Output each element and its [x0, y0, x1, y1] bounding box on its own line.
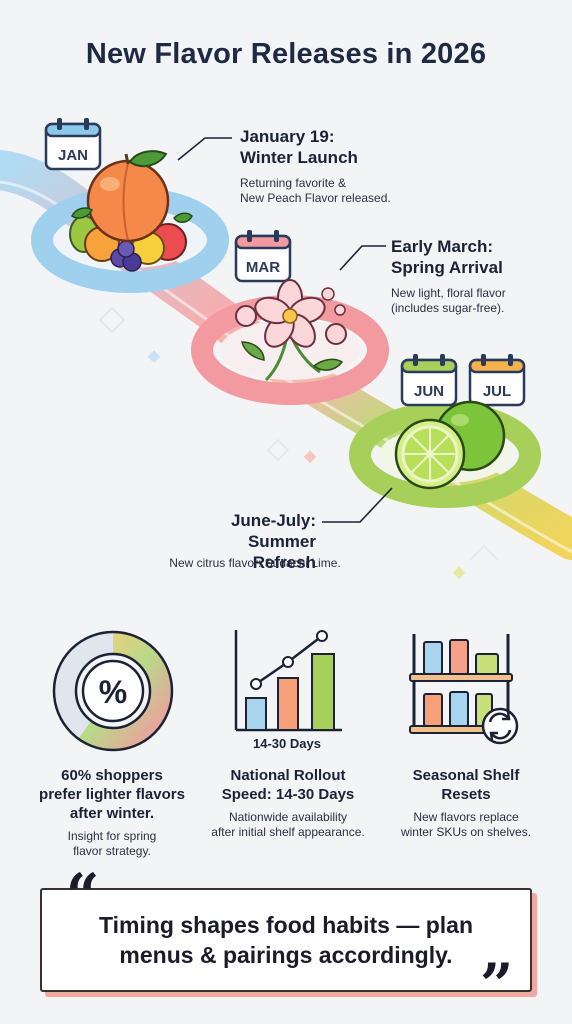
- stat-shelf-desc: New flavors replace winter SKUs on shelv…: [384, 810, 548, 840]
- lime-fruit-icon: [394, 400, 506, 490]
- stat-rollout-title-line1: National Rollout: [230, 767, 346, 784]
- peach-fruit-icon: [69, 150, 193, 272]
- donut-value-arc: [78, 632, 172, 750]
- event-jan-desc-line1: Returning favorite &: [240, 176, 347, 190]
- calendar-jul-label: JUL: [483, 383, 511, 400]
- percent-donut-icon: %: [52, 630, 174, 752]
- quote-box: Timing shapes food habits — plan menus &…: [40, 888, 532, 992]
- stat-shelf-title-line2: Resets: [441, 786, 491, 803]
- stat-shoppers-title-line1: 60% shoppers: [61, 767, 163, 784]
- quote-line2: menus & pairings accordingly.: [119, 942, 453, 968]
- stat-shelf-title-line1: Seasonal Shelf: [412, 767, 520, 784]
- event-jan-desc-line2: New Peach Flavor released.: [240, 191, 391, 205]
- bar-chart-icon: [234, 630, 342, 732]
- calendar-jun-label: JUN: [414, 383, 444, 400]
- flower-icon: [235, 279, 347, 382]
- close-quote-icon: ”: [480, 951, 514, 1019]
- event-mar-text: Early March: Spring Arrival New light, f…: [391, 236, 561, 316]
- event-mar-desc: New light, floral flavor (includes sugar…: [391, 286, 561, 316]
- open-quote-icon: “: [66, 861, 100, 929]
- event-jan-title-line1: January 19:: [240, 127, 335, 146]
- stat-rollout-desc-line1: Nationwide availability: [228, 810, 348, 824]
- event-mar-desc-line1: New light, floral flavor: [391, 286, 506, 300]
- event-jan-desc: Returning favorite & New Peach Flavor re…: [240, 176, 480, 206]
- stat-rollout-title-line2: Speed: 14-30 Days: [221, 786, 355, 803]
- calendar-jun-icon: JUN: [400, 354, 458, 407]
- stat-shelf-text: Seasonal Shelf Resets New flavors replac…: [384, 766, 548, 840]
- event-mar-desc-line2: (includes sugar-free).: [391, 301, 505, 315]
- stat-rollout-desc: Nationwide availability after initial sh…: [200, 810, 376, 840]
- stat-shoppers-text: 60% shoppers prefer lighter flavors afte…: [26, 766, 198, 859]
- event-jan-title-line2: Winter Launch: [240, 148, 358, 167]
- event-summer-title: June-July: Summer Refresh: [180, 510, 316, 573]
- event-summer-title-line1: June-July:: [230, 511, 316, 530]
- shelf-icon: [409, 634, 519, 745]
- stat-shelf-desc-line1: New flavors replace: [413, 810, 519, 824]
- percent-symbol: %: [99, 674, 127, 710]
- calendar-mar-label: MAR: [246, 259, 280, 276]
- event-summer-title-line2: Summer Refresh: [247, 532, 316, 572]
- stat-shoppers-desc-line2: flavor strategy.: [73, 844, 151, 858]
- calendar-jan-label: JAN: [58, 147, 88, 164]
- bar-chart-caption: 14-30 Days: [253, 736, 321, 751]
- event-mar-title-line2: Spring Arrival: [391, 258, 503, 277]
- event-jan-text: January 19: Winter Launch Returning favo…: [240, 126, 480, 206]
- stat-rollout-desc-line2: after initial shelf appearance.: [211, 825, 365, 839]
- stat-shoppers-title-line2: prefer lighter flavors: [39, 786, 185, 803]
- stat-shelf-desc-line2: winter SKUs on shelves.: [400, 825, 532, 839]
- stat-shoppers-desc: Insight for spring flavor strategy.: [26, 829, 198, 859]
- calendar-mar-icon: MAR: [234, 230, 292, 283]
- calendar-jul-icon: JUL: [468, 354, 526, 407]
- calendar-jan-icon: JAN: [44, 118, 102, 171]
- stat-rollout-text: National Rollout Speed: 14-30 Days Natio…: [200, 766, 376, 840]
- event-summer-desc: New citrus flavor: Sudachi Lime.: [169, 556, 341, 570]
- quote-text: Timing shapes food habits — plan menus &…: [42, 910, 530, 970]
- quote-line1: Timing shapes food habits — plan: [99, 912, 473, 938]
- event-mar-title-line1: Early March:: [391, 237, 494, 256]
- stat-shoppers-desc-line1: Insight for spring: [67, 829, 157, 843]
- stat-shoppers-title-line3: after winter.: [69, 805, 155, 822]
- page-title: New Flavor Releases in 2026: [85, 38, 487, 70]
